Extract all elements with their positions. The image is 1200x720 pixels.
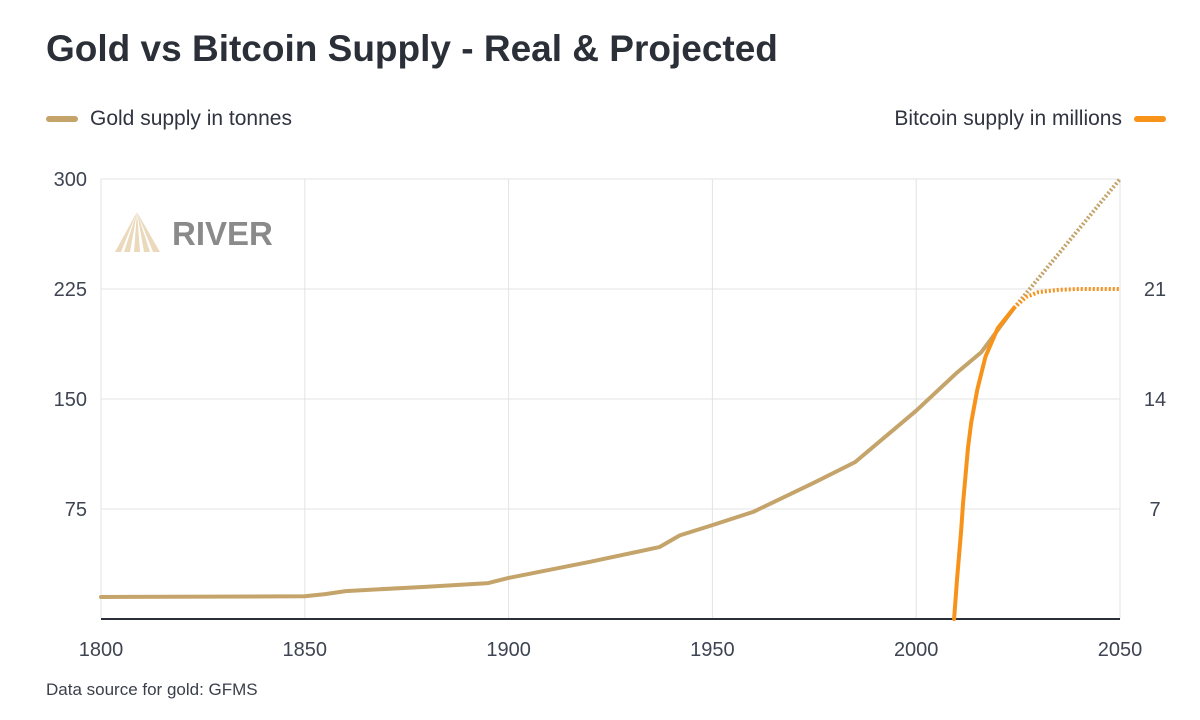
- y-left-tick-label: 225: [54, 279, 87, 301]
- y-left-tick-label: 75: [65, 499, 87, 521]
- y-left-tick-label: 150: [54, 389, 87, 411]
- y-right-tick-label: 14: [1144, 389, 1166, 411]
- legend-gold: Gold supply in tonnes: [46, 107, 292, 131]
- watermark-text: RIVER: [172, 215, 273, 252]
- legend-bitcoin-label: Bitcoin supply in millions: [894, 107, 1122, 130]
- x-tick-label: 1800: [79, 639, 124, 661]
- x-tick-label: 2000: [894, 639, 939, 661]
- legend-bitcoin: Bitcoin supply in millions: [894, 107, 1166, 131]
- chart-title: Gold vs Bitcoin Supply - Real & Projecte…: [46, 28, 778, 69]
- gold-swatch: [46, 116, 78, 122]
- series-1-projected-line: [1012, 287, 1120, 310]
- y-right-tick-label: 21: [1144, 279, 1166, 301]
- river-logo: RIVER: [115, 212, 273, 252]
- y-left-tick-label: 300: [54, 169, 87, 191]
- x-tick-label: 2050: [1098, 639, 1143, 661]
- y-right-tick-label: 7: [1149, 499, 1160, 521]
- legend-gold-label: Gold supply in tonnes: [90, 107, 292, 130]
- series-0-line: [99, 306, 1016, 599]
- x-tick-label: 1950: [690, 639, 735, 661]
- data-source-note: Data source for gold: GFMS: [46, 680, 258, 699]
- x-tick-label: 1900: [486, 639, 531, 661]
- x-tick-label: 1850: [283, 639, 328, 661]
- series-1-line: [952, 305, 1016, 621]
- bitcoin-swatch: [1134, 116, 1166, 122]
